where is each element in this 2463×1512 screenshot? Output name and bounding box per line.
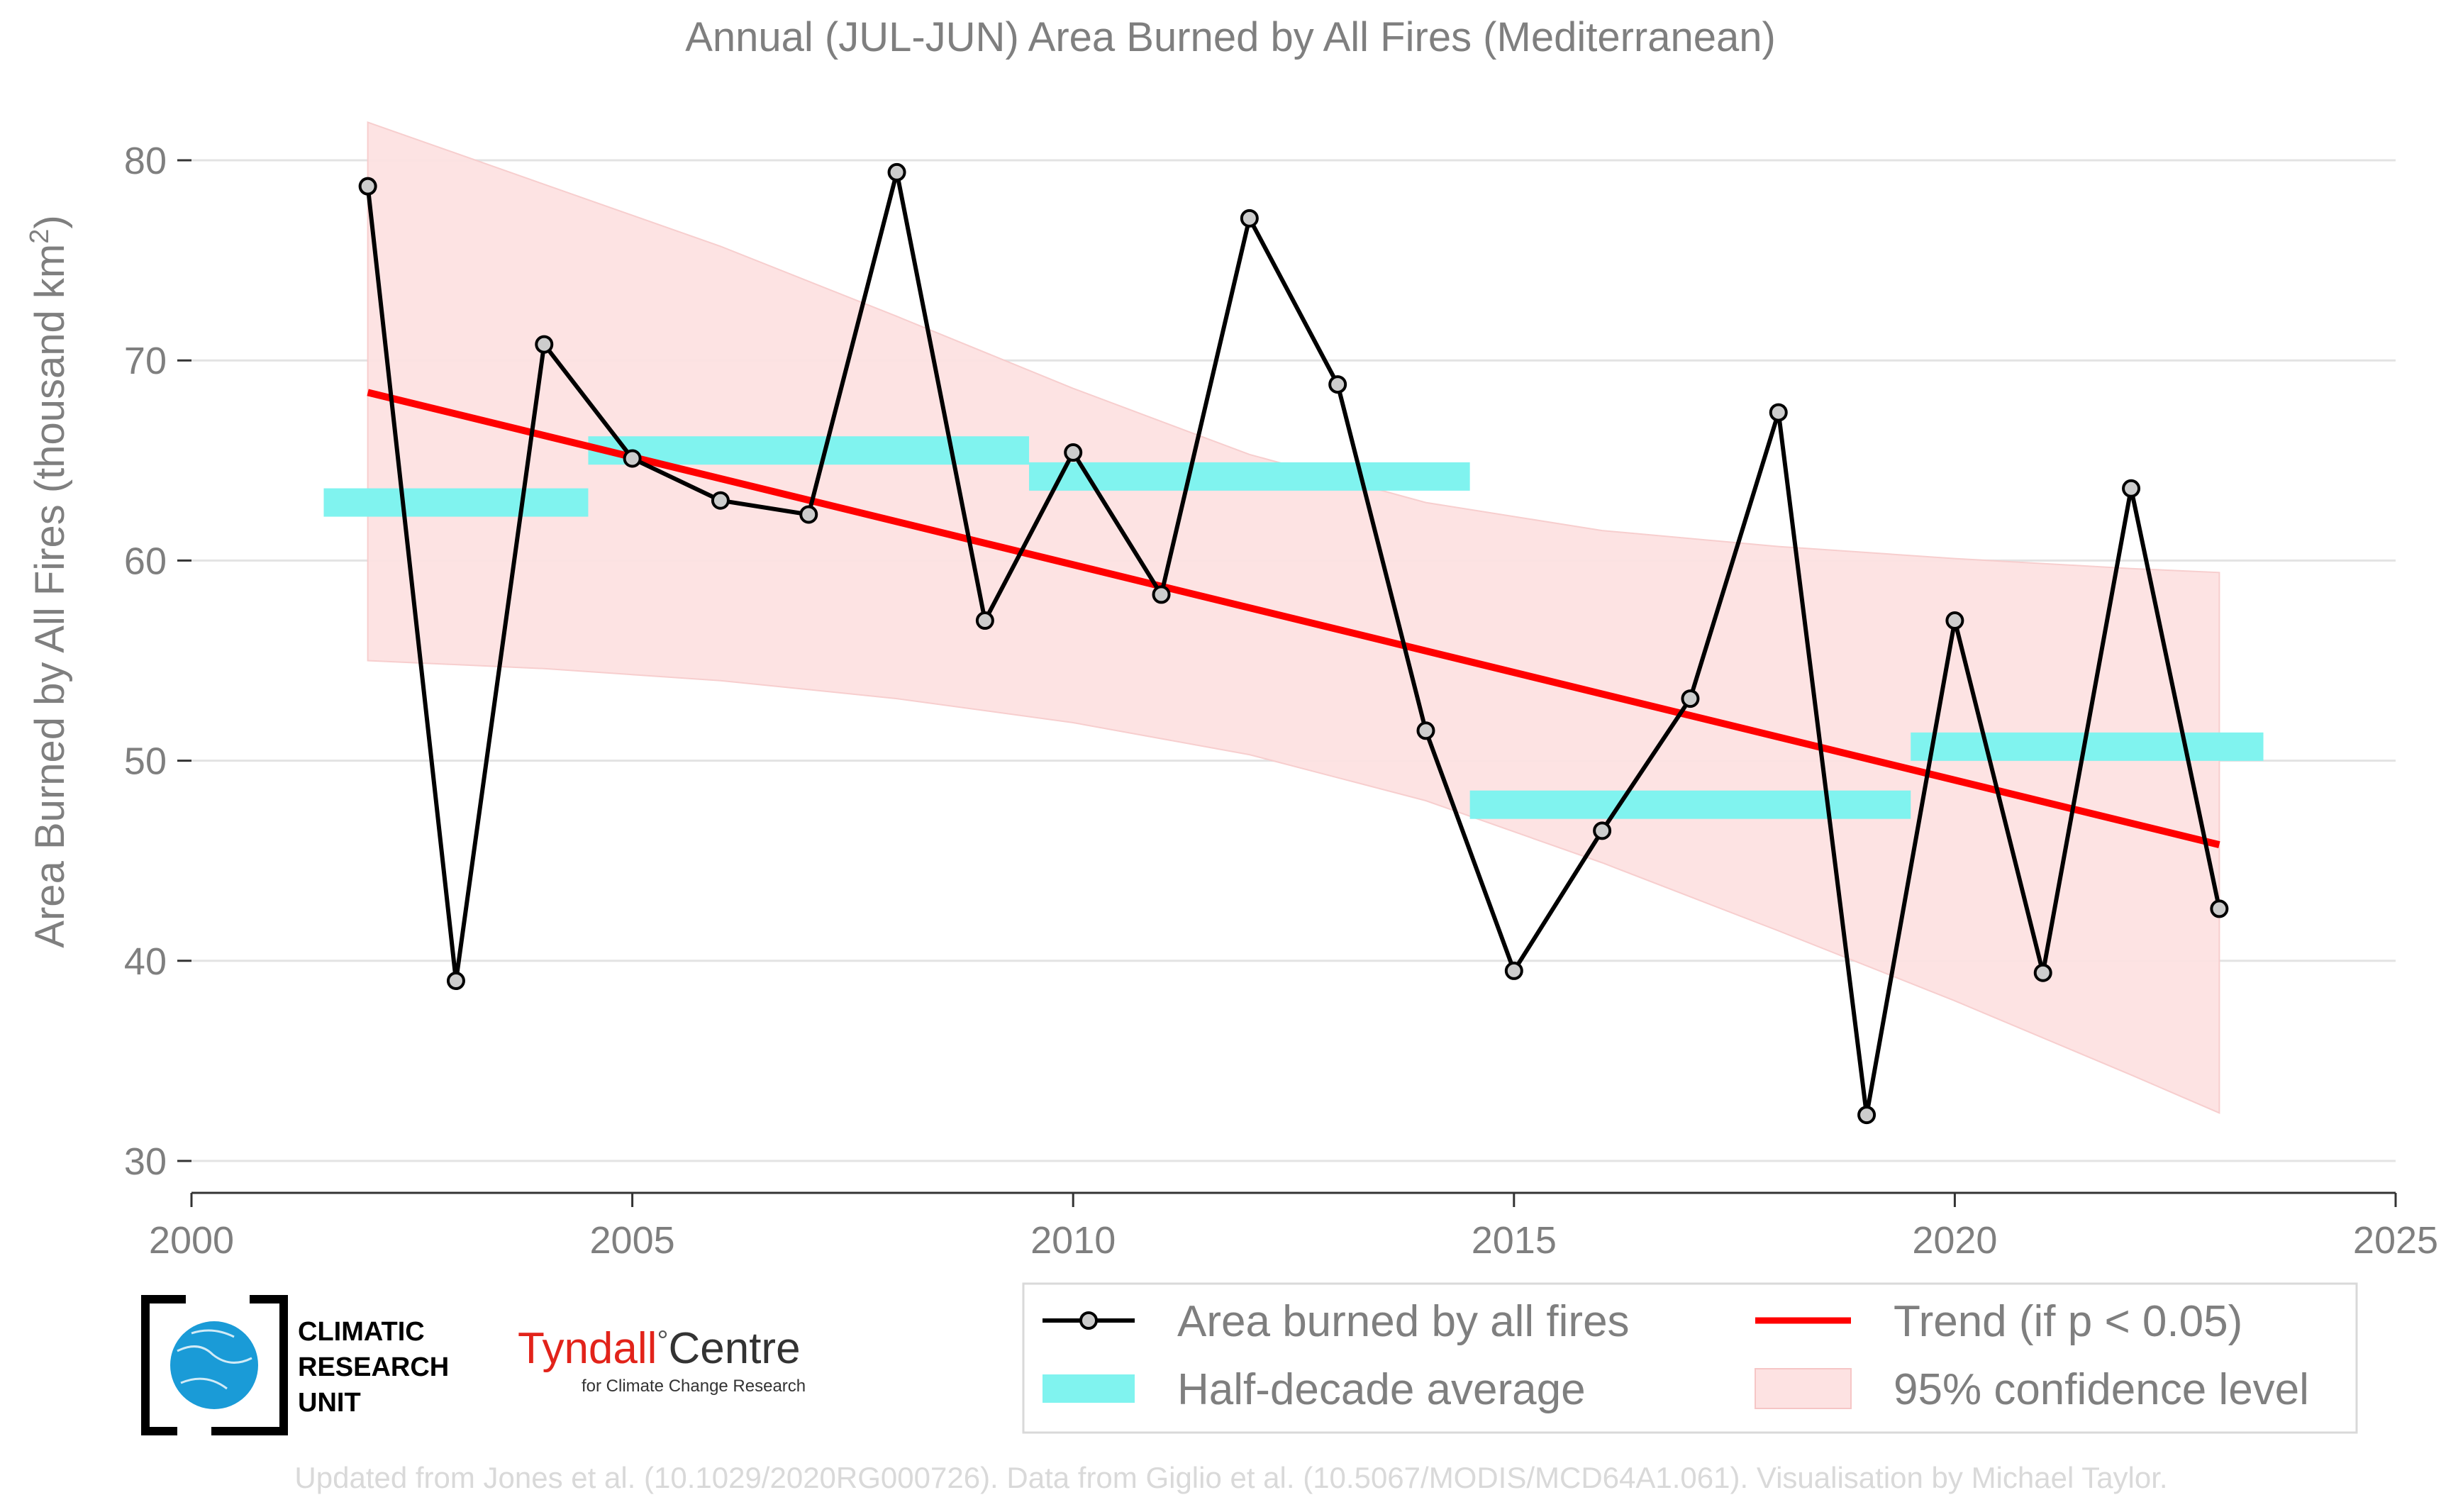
x-tick-label-2025: 2025 bbox=[2353, 1219, 2438, 1262]
trend-layer bbox=[367, 389, 2220, 848]
y-axis-label: Area Burned by All Fires (thousand km2) bbox=[25, 215, 73, 947]
data-point-2012 bbox=[1240, 209, 1259, 228]
tyndall-logo: Tyndall°Centre for Climate Change Resear… bbox=[518, 1324, 806, 1396]
data-point-2015 bbox=[1504, 961, 1523, 980]
trend-line bbox=[367, 389, 2220, 848]
data-point-2004 bbox=[535, 335, 554, 354]
tyndall-degree: ° bbox=[657, 1325, 668, 1357]
data-point-2019 bbox=[1857, 1106, 1877, 1125]
y-axis-label-close: ) bbox=[27, 215, 73, 228]
y-axis-label-main: Area Burned by All Fires (thousand km bbox=[27, 244, 73, 948]
y-axis: 30 40 50 60 70 80 bbox=[124, 140, 191, 1183]
data-point-2003 bbox=[446, 972, 465, 991]
footer-credits: Updated from Jones et al. (10.1029/2020R… bbox=[294, 1461, 2167, 1494]
half-decade-bar-1 bbox=[588, 436, 1030, 465]
globe-icon bbox=[170, 1321, 258, 1409]
data-point-2013 bbox=[1328, 375, 1347, 394]
x-tick-label-2010: 2010 bbox=[1030, 1219, 1116, 1262]
series-layer bbox=[358, 162, 2229, 1125]
data-point-2002 bbox=[358, 177, 377, 196]
tyndall-wordmark: Tyndall°Centre bbox=[518, 1324, 801, 1373]
cru-bracket-left bbox=[141, 1295, 186, 1435]
tyndall-name: Tyndall bbox=[518, 1324, 657, 1373]
y-tick-label-70: 70 bbox=[124, 340, 167, 382]
legend: Area burned by all fires Half-decade ave… bbox=[1022, 1282, 2358, 1434]
cru-text-line3: UNIT bbox=[298, 1388, 361, 1418]
data-point-2014 bbox=[1416, 721, 1435, 740]
half-decade-bar-0 bbox=[323, 488, 589, 517]
data-point-2007 bbox=[799, 505, 818, 524]
tyndall-subtitle: for Climate Change Research bbox=[582, 1377, 806, 1396]
legend-label-series: Area burned by all fires bbox=[1177, 1297, 1630, 1346]
data-point-2018 bbox=[1769, 403, 1788, 422]
series-line bbox=[365, 172, 2222, 1116]
y-tick-label-30: 30 bbox=[124, 1140, 167, 1183]
y-tick-label-80: 80 bbox=[124, 140, 167, 182]
legend-label-half-decade: Half-decade average bbox=[1177, 1365, 1586, 1414]
legend-swatch-confidence bbox=[1755, 1368, 1852, 1409]
data-point-2016 bbox=[1593, 821, 1612, 840]
x-tick-label-2000: 2000 bbox=[149, 1219, 234, 1262]
legend-label-confidence: 95% confidence level bbox=[1894, 1365, 2309, 1414]
data-point-2008 bbox=[887, 162, 906, 182]
x-tick-label-2020: 2020 bbox=[1912, 1219, 1997, 1262]
cru-logo: CLIMATIC RESEARCH UNIT bbox=[141, 1295, 449, 1435]
data-point-2022 bbox=[2122, 479, 2141, 498]
data-point-2020 bbox=[1945, 611, 1964, 630]
x-axis: 2000 2005 2010 2015 2020 2025 bbox=[149, 1191, 2438, 1262]
legend-label-trend: Trend (if p < 0.05) bbox=[1894, 1297, 2242, 1346]
chart-title: Annual (JUL-JUN) Area Burned by All Fire… bbox=[685, 14, 1776, 60]
data-point-2006 bbox=[711, 491, 730, 510]
y-tick-label-40: 40 bbox=[124, 940, 167, 983]
legend-swatch-series-marker bbox=[1079, 1311, 1098, 1330]
data-point-2011 bbox=[1152, 585, 1171, 604]
cru-text-line1: CLIMATIC bbox=[298, 1317, 425, 1347]
x-tick-label-2015: 2015 bbox=[1472, 1219, 1557, 1262]
y-tick-label-50: 50 bbox=[124, 740, 167, 783]
cru-bracket-right bbox=[211, 1295, 288, 1435]
data-point-2017 bbox=[1681, 689, 1700, 708]
legend-swatch-half-decade bbox=[1043, 1374, 1135, 1403]
data-point-2023 bbox=[2210, 899, 2229, 918]
half-decade-bar-3 bbox=[1469, 790, 1911, 819]
data-point-2005 bbox=[623, 449, 642, 468]
half-decade-bar-2 bbox=[1029, 462, 1470, 491]
tyndall-centre: Centre bbox=[668, 1324, 800, 1373]
globe-continent-lines bbox=[177, 1329, 252, 1390]
half-decade-layer bbox=[323, 436, 2264, 819]
legend-frame bbox=[1022, 1282, 2358, 1434]
x-tick-label-2005: 2005 bbox=[590, 1219, 675, 1262]
y-axis-label-sup: 2 bbox=[25, 229, 55, 244]
cru-text-line2: RESEARCH bbox=[298, 1352, 449, 1382]
data-point-2021 bbox=[2033, 963, 2052, 982]
y-tick-label-60: 60 bbox=[124, 540, 167, 582]
data-point-2009 bbox=[975, 611, 994, 630]
data-point-2010 bbox=[1064, 443, 1083, 462]
